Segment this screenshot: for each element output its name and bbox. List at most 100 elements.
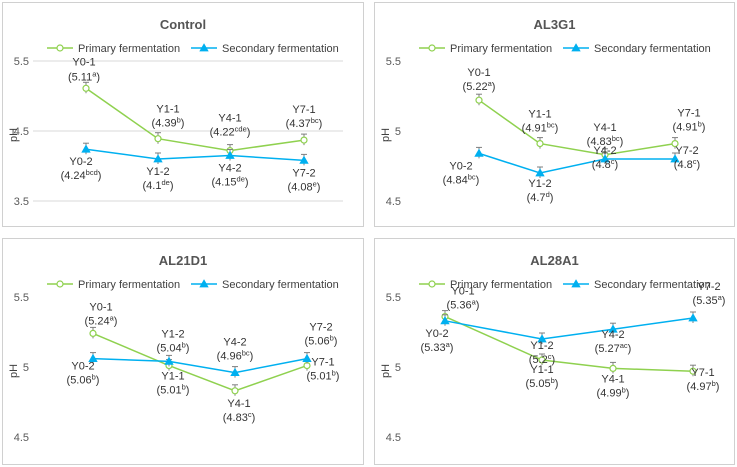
legend: Primary fermentation Secondary fermentati… — [419, 43, 711, 55]
data-point-primary — [689, 367, 697, 375]
chart-svg: AL3G1 Primary fermentation Secondary ferme… — [380, 17, 711, 208]
legend-item-primary: Primary fermentation — [47, 43, 180, 55]
data-label: Y7-2(4.8c) — [674, 145, 700, 171]
y-axis-label: pH — [380, 364, 392, 378]
data-label: Y0-2(4.84bc) — [443, 160, 480, 186]
data-label-value: (5.06b) — [67, 373, 100, 387]
data-label-name: Y7-2 — [292, 167, 315, 179]
series-line-secondary — [478, 152, 675, 174]
data-label-name: Y4-2 — [218, 163, 241, 175]
data-label: Y4-1(4.99b) — [597, 373, 630, 399]
series-line-secondary — [85, 148, 305, 162]
data-point-primary — [536, 140, 544, 148]
y-tick-label: 5 — [395, 362, 401, 374]
data-label-value: (4.84bc) — [443, 172, 480, 186]
series-line-primary — [85, 87, 305, 152]
data-label: Y1-2(5.04b) — [157, 328, 190, 354]
data-label: Y4-1(4.83c) — [223, 398, 256, 424]
legend-item-secondary: Secondary fermentation — [563, 279, 711, 291]
chart-svg: AL28A1 Primary fermentation Secondary ferm… — [380, 253, 725, 444]
legend: Primary fermentation Secondary fermentati… — [47, 43, 339, 55]
data-label-value: (5.2c) — [529, 352, 555, 366]
data-label-value: (4.7d) — [527, 190, 554, 204]
data-point-secondary — [225, 150, 235, 159]
data-label-value: (4.8c) — [674, 157, 700, 171]
data-label: Y4-2(4.15de) — [211, 163, 248, 189]
chart-panel-al21d1: AL21D1 Primary fermentation Secondary ferm… — [2, 238, 364, 465]
data-point-secondary — [88, 353, 98, 362]
legend-label: Primary fermentation — [450, 43, 552, 55]
data-point-secondary — [537, 334, 547, 343]
legend-item-secondary: Secondary fermentation — [191, 43, 339, 55]
data-label: Y1-2(5.2c) — [529, 340, 555, 366]
data-point-secondary — [230, 367, 240, 376]
data-label: Y7-2(4.08e) — [288, 167, 321, 193]
data-label-value: (5.33a) — [421, 340, 454, 354]
legend-marker — [571, 43, 581, 52]
data-point-primary — [231, 387, 239, 395]
data-label-name: Y4-2 — [223, 337, 246, 349]
data-label-name: Y0-1 — [89, 301, 112, 313]
data-label-value: (4.24bcd) — [61, 168, 102, 182]
data-label-name: Y0-1 — [451, 286, 474, 298]
data-label-value: (5.01b) — [307, 369, 340, 383]
y-axis-label: pH — [8, 364, 20, 378]
series-line-primary — [478, 99, 676, 156]
data-point-secondary — [164, 356, 174, 365]
data-label-name: Y1-2 — [146, 166, 169, 178]
data-label: Y4-2(4.8c) — [592, 145, 618, 171]
y-axis-label: pH — [8, 128, 20, 142]
legend-label: Secondary fermentation — [594, 279, 711, 291]
data-label-value: (5.04b) — [157, 340, 190, 354]
y-tick-label: 5.5 — [14, 292, 29, 304]
data-label-value: (4.1de) — [143, 178, 174, 192]
data-point-secondary — [535, 168, 545, 177]
data-label-name: Y4-2 — [601, 329, 624, 341]
y-tick-label: 5 — [23, 362, 29, 374]
data-label: Y0-1(5.11a) — [68, 56, 100, 83]
y-tick-label: 4.5 — [14, 432, 29, 444]
legend-marker — [428, 44, 436, 52]
data-label-name: Y0-2 — [425, 328, 448, 340]
data-label: Y1-1(5.05b) — [526, 364, 559, 390]
data-point-primary — [609, 364, 617, 372]
data-label-value: (5.01b) — [157, 383, 190, 397]
legend-label: Secondary fermentation — [222, 43, 339, 55]
data-label-name: Y0-2 — [71, 361, 94, 373]
data-label-name: Y1-1 — [156, 104, 179, 116]
data-label-name: Y7-1 — [292, 104, 315, 116]
data-label: Y7-1(4.37bc) — [286, 104, 323, 130]
legend-marker — [56, 280, 64, 288]
data-label-value: (4.91b) — [673, 120, 706, 134]
data-label-value: (4.83c) — [223, 410, 256, 424]
data-label-name: Y7-1 — [311, 357, 334, 369]
data-point-secondary — [299, 155, 309, 164]
y-tick-label: 5 — [395, 126, 401, 138]
series-line-secondary — [444, 317, 694, 340]
data-label-name: Y4-1 — [218, 113, 241, 125]
data-label: Y7-1(4.97b) — [687, 367, 720, 393]
series-line-primary — [92, 332, 308, 392]
data-label: Y4-1(4.22cde) — [210, 113, 251, 139]
chart-panel-al28a1: AL28A1 Primary fermentation Secondary ferm… — [374, 238, 735, 465]
data-point-secondary — [608, 324, 618, 333]
data-label-value: (4.15de) — [211, 175, 248, 189]
data-point-primary — [538, 356, 546, 364]
series-line-primary — [444, 315, 694, 372]
chart-panel-al3g1: AL3G1 Primary fermentation Secondary ferme… — [374, 2, 735, 227]
data-label-name: Y0-2 — [69, 156, 92, 168]
data-point-secondary — [600, 154, 610, 163]
chart-title: AL28A1 — [530, 253, 578, 268]
data-label-name: Y1-2 — [528, 178, 551, 190]
data-label-name: Y1-2 — [161, 328, 184, 340]
legend-label: Secondary fermentation — [222, 279, 339, 291]
data-point-primary — [475, 96, 483, 104]
legend-marker — [571, 279, 581, 288]
chart-title: Control — [160, 17, 206, 32]
data-label-name: Y4-1 — [593, 122, 616, 134]
data-point-secondary — [302, 353, 312, 362]
data-label: Y4-1(4.83bc) — [587, 122, 624, 148]
y-axis-label: pH — [380, 128, 392, 142]
legend-label: Primary fermentation — [78, 279, 180, 291]
data-label: Y4-2(5.27ac) — [595, 329, 632, 355]
